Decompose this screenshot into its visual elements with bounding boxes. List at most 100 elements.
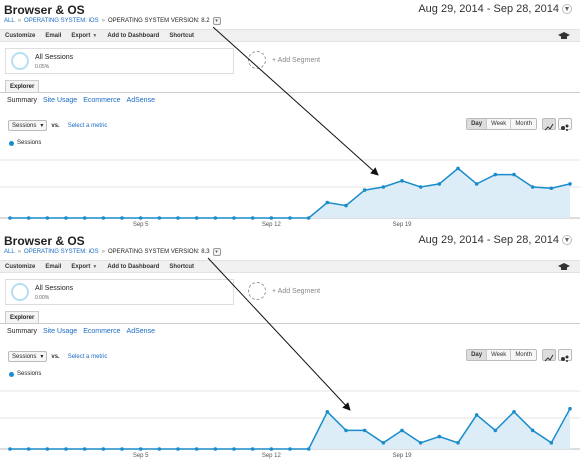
data-point	[530, 185, 535, 189]
select-metric-link[interactable]: Select a metric	[67, 353, 108, 360]
chevron-down-icon[interactable]: ▼	[562, 235, 572, 245]
export-button[interactable]: Export ▼	[71, 264, 97, 270]
data-point	[194, 216, 199, 220]
data-point	[362, 188, 367, 192]
add-to-dashboard-button[interactable]: Add to Dashboard	[107, 263, 160, 270]
customize-button[interactable]: Customize	[5, 263, 36, 270]
subtab-site-usage[interactable]: Site Usage	[42, 328, 78, 335]
breadcrumb-separator-icon: »	[101, 18, 105, 24]
customize-button[interactable]: Customize	[5, 32, 36, 39]
data-point	[288, 447, 292, 451]
motion-chart-icon[interactable]	[558, 118, 572, 131]
add-segment-label: + Add Segment	[272, 57, 321, 64]
report-panel-1: Browser & OS Aug 29, 2014 - Sep 28, 2014…	[0, 3, 580, 228]
data-point	[64, 216, 68, 220]
granularity-day-button[interactable]: Day	[467, 350, 488, 360]
chevron-down-icon[interactable]: ▼	[562, 4, 572, 14]
granularity-day-button[interactable]: Day	[467, 119, 488, 129]
granularity-week-button[interactable]: Week	[487, 350, 512, 360]
dropdown-icon[interactable]: ▾	[212, 248, 221, 256]
x-tick-label: Sep 5	[133, 222, 149, 228]
data-point	[344, 428, 348, 433]
shortcut-button[interactable]: Shortcut	[169, 32, 194, 39]
metric-select[interactable]: Sessions ▾	[8, 351, 48, 362]
breadcrumb-all[interactable]: ALL	[4, 18, 15, 24]
data-point	[157, 447, 162, 451]
report-panel-2: Browser & OS Aug 29, 2014 - Sep 28, 2014…	[0, 231, 580, 462]
date-range-picker[interactable]: Aug 29, 2014 - Sep 28, 2014 ▼	[418, 234, 572, 246]
data-point	[213, 447, 218, 451]
tab-divider	[0, 323, 580, 324]
data-point	[456, 441, 460, 445]
metric-select[interactable]: Sessions ▾	[8, 120, 48, 131]
data-point	[400, 428, 404, 433]
date-range-picker[interactable]: Aug 29, 2014 - Sep 28, 2014 ▼	[418, 3, 572, 15]
subtab-ecommerce[interactable]: Ecommerce	[83, 328, 121, 335]
subtabs: Summary Site Usage Ecommerce AdSense	[7, 97, 155, 104]
segment-circle-icon	[11, 283, 29, 301]
breadcrumb: ALL » OPERATING SYSTEM: iOS » OPERATING …	[4, 248, 221, 256]
line-chart-icon[interactable]	[542, 118, 556, 131]
granularity-month-button[interactable]: Month	[511, 119, 536, 129]
add-segment-circle-icon	[248, 282, 266, 300]
data-point	[288, 216, 292, 220]
graduation-cap-icon[interactable]	[558, 32, 570, 40]
x-tick-label: Sep 19	[392, 453, 412, 459]
motion-chart-icon[interactable]	[558, 349, 572, 362]
breadcrumb-os[interactable]: OPERATING SYSTEM: iOS	[24, 18, 99, 24]
page-title: Browser & OS	[4, 234, 85, 248]
segment-all-sessions[interactable]: All Sessions 0.05%	[5, 48, 234, 74]
data-point	[381, 441, 386, 445]
segment-percentage: 0.05%	[35, 64, 50, 70]
data-point	[101, 447, 106, 451]
dropdown-icon[interactable]: ▾	[212, 17, 221, 25]
subtab-adsense[interactable]: AdSense	[126, 97, 155, 104]
subtab-ecommerce[interactable]: Ecommerce	[83, 97, 121, 104]
email-button[interactable]: Email	[45, 32, 62, 39]
data-point	[549, 441, 554, 445]
chart-legend: Sessions	[9, 371, 41, 377]
line-chart-icon[interactable]	[542, 349, 556, 362]
select-metric-link[interactable]: Select a metric	[67, 122, 108, 129]
granularity-month-button[interactable]: Month	[511, 350, 536, 360]
segment-name: All Sessions	[35, 54, 74, 61]
breadcrumb: ALL » OPERATING SYSTEM: iOS » OPERATING …	[4, 17, 221, 25]
vs-label: vs.	[51, 353, 60, 360]
data-point	[213, 216, 218, 220]
export-button[interactable]: Export ▼	[71, 33, 97, 39]
breadcrumb-os[interactable]: OPERATING SYSTEM: iOS	[24, 249, 99, 255]
granularity-week-button[interactable]: Week	[487, 119, 512, 129]
tab-explorer[interactable]: Explorer	[5, 311, 40, 324]
tab-explorer[interactable]: Explorer	[5, 80, 40, 93]
data-point	[120, 447, 124, 451]
data-point	[325, 200, 330, 205]
data-point	[381, 185, 386, 189]
data-point	[418, 185, 423, 189]
segment-all-sessions[interactable]: All Sessions 0.00%	[5, 279, 234, 305]
subtab-adsense[interactable]: AdSense	[126, 328, 155, 335]
data-point	[82, 447, 87, 451]
add-to-dashboard-button[interactable]: Add to Dashboard	[107, 32, 160, 39]
data-point	[437, 434, 442, 439]
add-segment-circle-icon	[248, 51, 266, 69]
subtab-summary[interactable]: Summary	[7, 97, 37, 104]
shortcut-button[interactable]: Shortcut	[169, 263, 194, 270]
date-range-text: Aug 29, 2014 - Sep 28, 2014	[418, 234, 559, 246]
x-tick-label: Sep 12	[262, 453, 282, 459]
breadcrumb-separator-icon: »	[17, 249, 22, 255]
data-point	[26, 216, 31, 220]
subtab-summary[interactable]: Summary	[7, 328, 37, 335]
report-toolbar: Customize Email Export ▼ Add to Dashboard…	[0, 29, 580, 42]
add-segment-button[interactable]: + Add Segment	[240, 48, 475, 74]
vs-label: vs.	[51, 122, 60, 129]
graduation-cap-icon[interactable]	[558, 263, 570, 271]
subtab-site-usage[interactable]: Site Usage	[42, 97, 78, 104]
data-point	[232, 216, 236, 220]
metric-select-value: Sessions	[12, 353, 37, 360]
email-button[interactable]: Email	[45, 263, 62, 270]
breadcrumb-os-version: OPERATING SYSTEM VERSION: 8.3	[107, 249, 210, 255]
add-segment-button[interactable]: + Add Segment	[240, 279, 475, 305]
breadcrumb-all[interactable]: ALL	[4, 249, 15, 255]
data-point	[176, 447, 180, 451]
data-point	[138, 216, 143, 220]
